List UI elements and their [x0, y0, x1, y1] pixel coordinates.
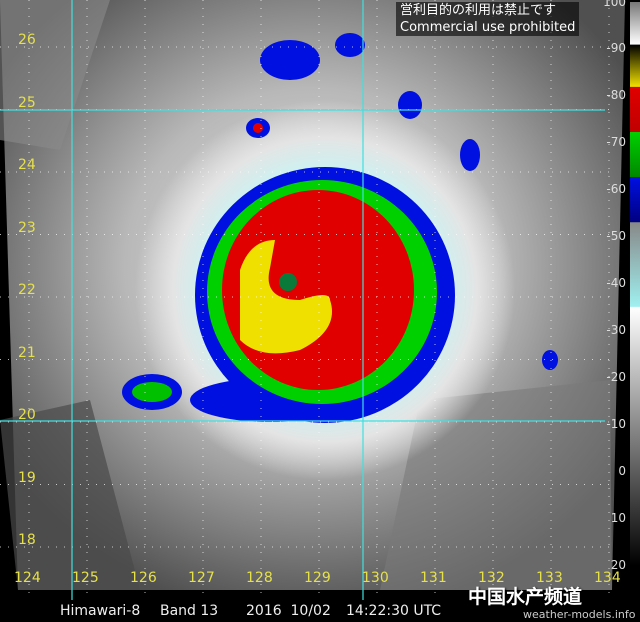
longitude-label: 125 — [72, 570, 99, 586]
cloud-shade — [0, 0, 110, 150]
longitude-label: 127 — [188, 570, 215, 586]
colorbar-tick-label: 20 — [610, 558, 626, 572]
colorbar-tick-label: -40 — [606, 276, 626, 290]
colorbar-tick-label: 0 — [618, 464, 626, 478]
latitude-label: 23 — [18, 219, 36, 236]
satellite-name: Himawari-8 — [60, 603, 141, 619]
notice-japanese: 営利目的の利用は禁止です — [400, 3, 557, 18]
longitude-label: 132 — [478, 570, 505, 586]
latitude-label: 19 — [18, 469, 36, 486]
latitude-label: 25 — [18, 94, 36, 111]
latitude-label: 24 — [18, 157, 36, 173]
time-label: 14:22:30 UTC — [346, 603, 442, 619]
colorbar-tick-label: 10 — [610, 511, 626, 525]
colorbar-tick-label: -10 — [606, 417, 626, 431]
longitude-label: 130 — [362, 570, 389, 586]
latitude-label: 22 — [18, 282, 36, 298]
longitude-label: 131 — [420, 570, 447, 586]
latitude-label: 18 — [18, 532, 36, 548]
longitude-label: 133 — [536, 570, 563, 586]
site-watermark: weather-models.info — [523, 608, 636, 621]
usage-notice: 営利目的の利用は禁止です Commercial use prohibited — [396, 2, 580, 36]
notice-english: Commercial use prohibited — [400, 20, 576, 35]
colorbar-tick-label: -60 — [606, 182, 626, 196]
date-label: 2016 10/02 — [246, 603, 331, 619]
colorbar-tick-label: -70 — [606, 135, 626, 149]
typhoon-core — [122, 167, 455, 423]
colorbar-tick-label: 100 — [603, 0, 626, 9]
latitude-label: 26 — [18, 32, 36, 48]
longitude-label: 126 — [130, 570, 157, 586]
colorbar — [630, 2, 640, 566]
longitude-label: 134 — [594, 570, 621, 586]
latitude-label: 20 — [18, 407, 36, 423]
longitude-label: 124 — [14, 570, 41, 586]
longitude-label: 129 — [304, 570, 331, 586]
cloud-shade — [0, 400, 140, 590]
colorbar-tick-label: -20 — [606, 370, 626, 384]
band-label: Band 13 — [160, 603, 219, 619]
grid-lines — [0, 0, 605, 600]
colorbar-tick-label: -90 — [606, 41, 626, 55]
colorbar-tick-label: -80 — [606, 88, 626, 102]
channel-watermark: 中国水产频道 — [468, 586, 583, 608]
latitude-label: 21 — [18, 344, 36, 361]
typhoon-eye — [279, 273, 297, 291]
convective-cells — [246, 33, 558, 370]
convective-cell-core — [253, 123, 263, 133]
colorbar-tick-label: -50 — [606, 229, 626, 243]
longitude-label: 128 — [246, 570, 273, 586]
colorbar-tick-label: -30 — [606, 323, 626, 337]
